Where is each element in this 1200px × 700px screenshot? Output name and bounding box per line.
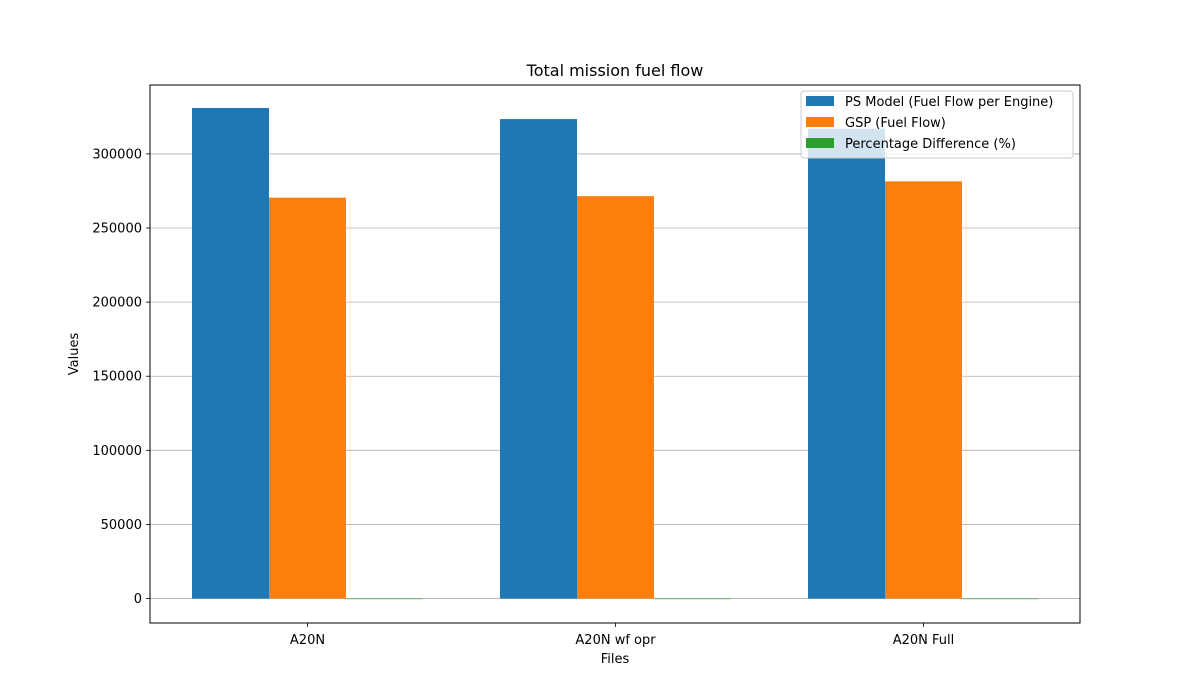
legend-swatch — [806, 138, 834, 148]
bar — [500, 119, 577, 599]
bars — [192, 107, 1039, 600]
x-tick-label: A20N — [290, 633, 325, 648]
legend-swatch — [806, 117, 834, 127]
bar — [654, 598, 731, 600]
x-axis: A20N A20N wf opr A20N Full — [290, 623, 954, 648]
y-tick-label: 250000 — [92, 222, 142, 237]
chart-title: Total mission fuel flow — [526, 61, 704, 80]
y-axis-label: Values — [67, 333, 82, 376]
bar — [577, 196, 654, 599]
y-tick-label: 300000 — [92, 147, 142, 162]
bar — [808, 128, 885, 599]
y-tick-label: 200000 — [92, 296, 142, 311]
legend-label: PS Model (Fuel Flow per Engine) — [845, 95, 1053, 110]
legend: PS Model (Fuel Flow per Engine) GSP (Fuel… — [800, 90, 1074, 159]
y-tick-label: 100000 — [92, 444, 142, 459]
y-axis: 0 50000 100000 150000 200000 250000 300000 — [92, 147, 150, 607]
bar — [192, 107, 269, 599]
bar — [885, 181, 962, 599]
x-axis-label: Files — [601, 652, 630, 667]
bar — [346, 598, 423, 600]
y-tick-label: 150000 — [92, 370, 142, 385]
x-tick-label: A20N Full — [893, 633, 955, 648]
legend-label: Percentage Difference (%) — [845, 137, 1016, 152]
bar — [269, 197, 346, 599]
bar — [962, 598, 1039, 600]
plot-frame — [149, 84, 1081, 624]
legend-box — [800, 90, 1074, 159]
legend-swatch — [806, 96, 834, 106]
legend-label: GSP (Fuel Flow) — [845, 116, 946, 131]
y-tick-label: 0 — [134, 592, 142, 607]
x-tick-label: A20N wf opr — [575, 633, 656, 648]
y-tick-label: 50000 — [101, 518, 142, 533]
